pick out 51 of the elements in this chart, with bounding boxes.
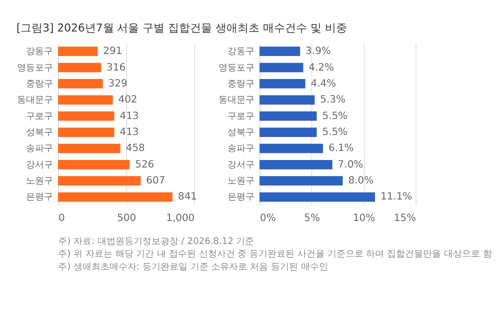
data-label: 316 — [106, 62, 126, 74]
data-label: 402 — [118, 94, 138, 106]
data-label: 526 — [135, 159, 154, 170]
data-label: 5.5% — [322, 126, 348, 138]
text: 주) 생애최초매수자: 등기완료일 기준 소유자로 처음 등기된 매수인 — [58, 262, 328, 272]
data-label: 8.0% — [348, 176, 374, 187]
data-label: 607 — [146, 176, 166, 187]
data-label: 291 — [103, 46, 122, 58]
x-tick-label: 500 — [117, 212, 136, 224]
y-tick-label: 강동구 — [26, 47, 54, 58]
y-tick-label: 강동구 — [228, 47, 255, 58]
y-tick-label: 중랑구 — [26, 79, 54, 90]
y-tick-label: 노원구 — [228, 176, 255, 187]
x-tick-label: 15% — [394, 212, 416, 224]
y-tick-label: 동대문구 — [17, 96, 54, 106]
x-tick-label: 10% — [352, 212, 376, 224]
y-tick-label: 송파구 — [26, 144, 54, 154]
y-tick-label: 강서구 — [26, 160, 54, 170]
data-label: 329 — [108, 78, 128, 90]
data-label: 7.0% — [338, 159, 364, 170]
y-tick-label: 중랑구 — [228, 79, 255, 90]
y-tick-label: 은평구 — [26, 192, 54, 203]
y-tick-label: 구로구 — [26, 112, 54, 122]
y-tick-label: 강서구 — [228, 160, 255, 170]
x-tick-label: 0 — [58, 212, 65, 224]
y-tick-label: 영등포구 — [218, 63, 255, 74]
x-tick-label: 0% — [260, 212, 276, 224]
data-label: 458 — [126, 143, 145, 154]
y-tick-label: 동대문구 — [218, 96, 255, 106]
text: 주) 자료: 대법원등기정보광장 / 2026.8.12 기준 — [58, 236, 254, 247]
data-label: 3.9% — [306, 46, 331, 58]
y-tick-label: 송파구 — [228, 144, 255, 154]
text: 주) 위 자료는 해당 기간 내 접수된 신청사건 중 등기완료된 사건을 기준으로 하며 집합건물만을 대상으로 함 — [58, 250, 492, 260]
data-label: 5.5% — [322, 110, 348, 122]
y-tick-label: 구로구 — [228, 112, 255, 122]
data-label: 6.1% — [328, 143, 354, 154]
x-tick-label: 5% — [304, 212, 320, 224]
data-label: 4.4% — [310, 78, 336, 90]
y-tick-label: 은평구 — [228, 192, 255, 203]
data-label: 5.3% — [320, 94, 346, 106]
chart-title: [그림3] 2026년7월 서울 구별 집합건물 생애최초 매수건수 및 비중 — [16, 22, 347, 35]
y-tick-label: 노원구 — [26, 176, 54, 187]
y-tick-label: 성북구 — [26, 128, 54, 138]
data-label: 4.2% — [308, 62, 334, 74]
data-label: 413 — [120, 126, 139, 138]
data-label: 11.1% — [380, 192, 412, 203]
x-tick-label: 1,000 — [166, 212, 195, 224]
y-tick-label: 성북구 — [228, 128, 255, 138]
data-label: 413 — [120, 110, 139, 122]
data-label: 841 — [178, 192, 198, 203]
y-tick-label: 영등포구 — [17, 63, 54, 74]
